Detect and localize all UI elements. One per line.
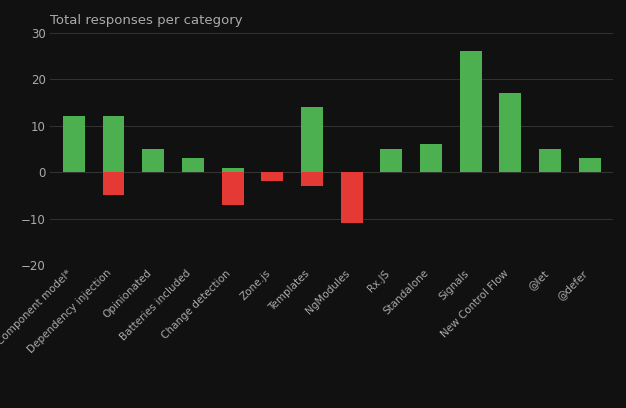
Bar [381, 149, 403, 172]
Bar [142, 149, 164, 172]
Bar [222, 168, 244, 172]
Bar [222, 172, 244, 205]
Bar [579, 158, 600, 172]
Bar [63, 116, 85, 172]
Bar [103, 116, 125, 172]
Bar [301, 172, 323, 186]
Bar [103, 172, 125, 195]
Bar [341, 172, 362, 223]
Bar [301, 107, 323, 172]
Bar [182, 158, 204, 172]
Bar [262, 172, 283, 182]
Text: Total responses per category: Total responses per category [50, 14, 243, 27]
Bar [500, 93, 521, 172]
Bar [539, 149, 561, 172]
Bar [459, 51, 481, 172]
Bar [420, 144, 442, 172]
